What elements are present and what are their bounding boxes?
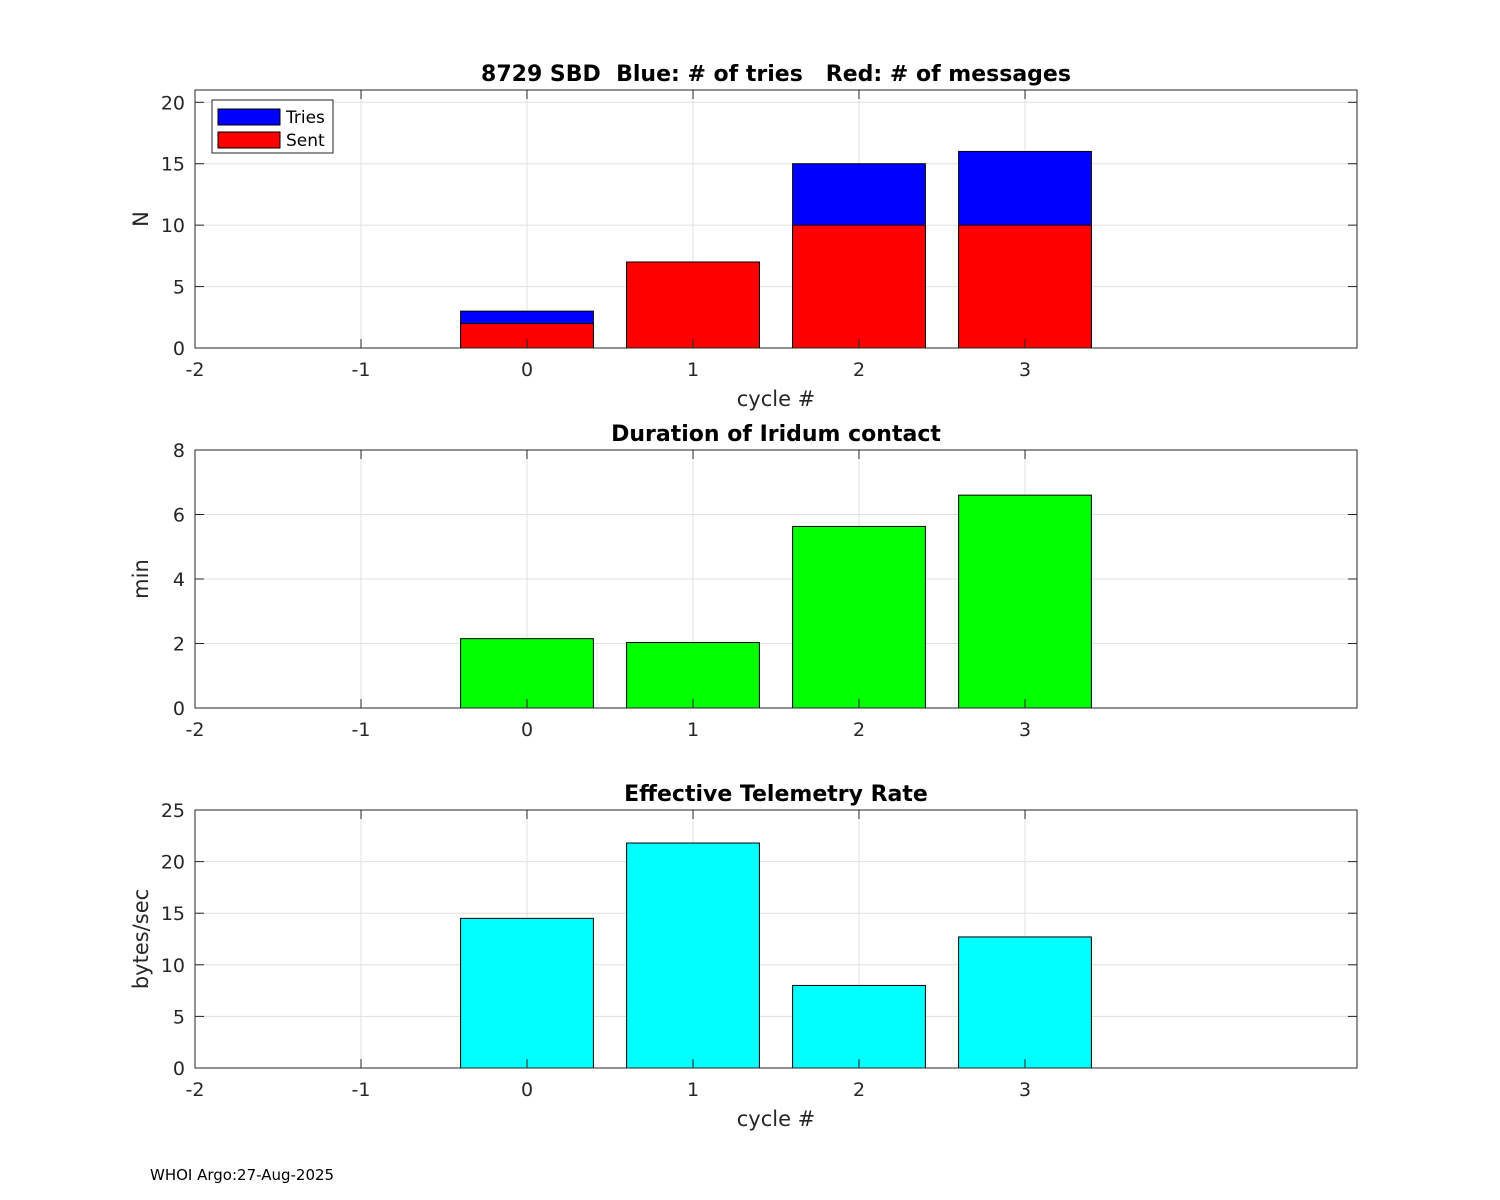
chart3-ytick-label: 15	[161, 903, 185, 925]
chart2-ytick-label: 8	[173, 440, 185, 462]
chart3-ytick-label: 20	[161, 852, 185, 874]
chart2-xtick-label: 1	[687, 719, 699, 741]
chart1-ytick-label: 5	[173, 277, 185, 299]
chart1-ytick-label: 10	[161, 215, 185, 237]
chart1-title: 8729 SBD Blue: # of tries Red: # of mess…	[481, 62, 1071, 87]
chart3-bar-rate-3	[958, 936, 1092, 1069]
chart2-bar-duration-3	[958, 494, 1092, 709]
chart2-xtick-label: 0	[521, 719, 533, 741]
chart3-xlabel: cycle #	[737, 1107, 816, 1131]
chart2-ytick-label: 6	[173, 505, 185, 527]
chart1-xtick-label: 0	[521, 359, 533, 381]
chart3-ytick-label: 5	[173, 1006, 185, 1028]
chart2-xtick-label: 2	[853, 719, 865, 741]
chart3-xtick-label: -2	[186, 1079, 205, 1101]
chart1-ylabel: N	[129, 211, 153, 227]
chart3-ytick-label: 0	[173, 1058, 185, 1080]
chart2-bar-duration-0	[460, 638, 594, 709]
chart3-xtick-label: 1	[687, 1079, 699, 1101]
chart3-axes-frame	[194, 809, 1358, 1069]
chart1-ytick-label: 0	[173, 338, 185, 360]
chart1-bar-sent-3	[958, 224, 1092, 349]
chart3-ytick-label: 10	[161, 955, 185, 977]
chart3-ytick-label: 25	[161, 800, 185, 822]
chart2-ylabel: min	[129, 559, 153, 599]
chart1-ytick-label: 15	[161, 154, 185, 176]
chart2-ytick-label: 2	[173, 634, 185, 656]
chart3-bar-rate-0	[460, 917, 594, 1069]
chart1-xtick-label: -2	[186, 359, 205, 381]
chart2-title: Duration of Iridum contact	[611, 422, 941, 447]
chart2-xtick-label: -1	[352, 719, 371, 741]
chart1-xlabel: cycle #	[737, 387, 816, 411]
chart2-bar-duration-1	[626, 642, 760, 709]
chart1-bar-sent-1	[626, 261, 760, 349]
chart1-xtick-label: 2	[853, 359, 865, 381]
chart3-title: Effective Telemetry Rate	[624, 782, 928, 807]
chart3-ylabel: bytes/sec	[129, 889, 153, 989]
chart2-bar-duration-2	[792, 525, 926, 709]
chart3-xtick-label: -1	[352, 1079, 371, 1101]
chart3-bar-rate-2	[792, 984, 926, 1069]
chart1-xtick-label: 1	[687, 359, 699, 381]
chart1-legend-label-tries: Tries	[285, 108, 325, 128]
chart3-plot-area	[195, 810, 1357, 1068]
chart3-xtick-label: 0	[521, 1079, 533, 1101]
chart1-axes-frame	[194, 89, 1358, 349]
chart1-plot-area	[195, 90, 1357, 348]
footer-stamp: WHOI Argo:27-Aug-2025	[150, 1166, 335, 1184]
chart2-ytick-label: 0	[173, 698, 185, 720]
chart1-legend-swatch-sent	[217, 131, 281, 149]
chart2-xtick-label: 3	[1019, 719, 1031, 741]
chart3-xtick-label: 2	[853, 1079, 865, 1101]
chart1-xtick-label: 3	[1019, 359, 1031, 381]
chart3-xtick-label: 3	[1019, 1079, 1031, 1101]
chart2-xtick-label: -2	[186, 719, 205, 741]
chart1-xtick-label: -1	[352, 359, 371, 381]
chart3-bar-rate-1	[626, 842, 760, 1069]
chart1-bar-sent-2	[792, 224, 926, 349]
chart2-ytick-label: 4	[173, 569, 185, 591]
chart1-legend-label-sent: Sent	[286, 131, 325, 151]
chart1-ytick-label: 20	[161, 92, 185, 114]
chart1-legend-swatch-tries	[217, 108, 281, 126]
